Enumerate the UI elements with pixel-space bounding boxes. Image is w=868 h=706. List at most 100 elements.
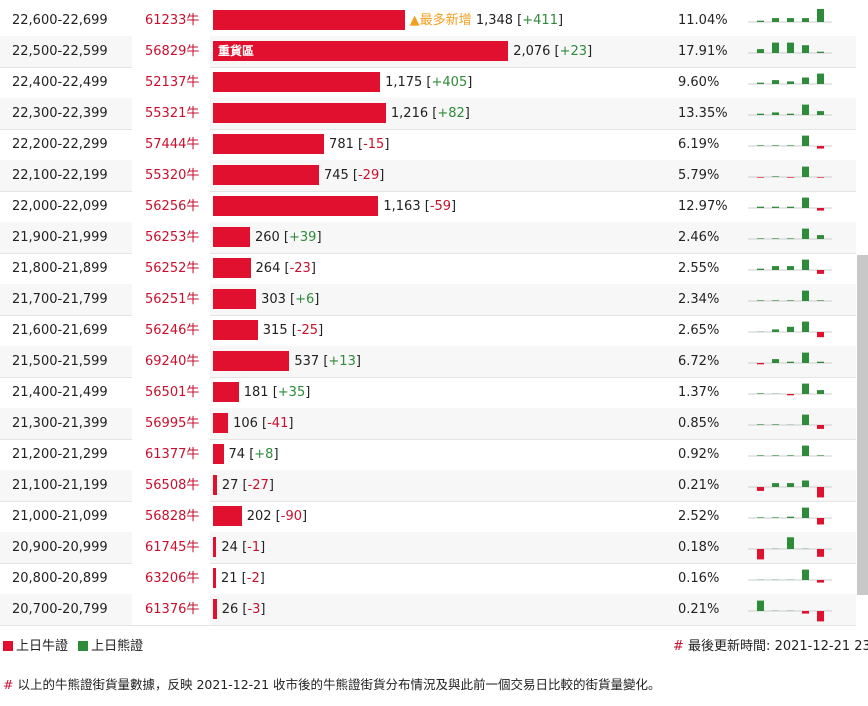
- change: +8: [254, 447, 274, 462]
- bar: [213, 320, 258, 340]
- spark-bar: [757, 600, 764, 611]
- bar: [213, 72, 381, 92]
- change: +35: [277, 385, 306, 400]
- qty: 1,163: [383, 199, 421, 214]
- qty-label: ▲最多新增 1,348 [+411]: [409, 13, 564, 28]
- range: 20,900-20,999: [12, 540, 108, 555]
- range: 22,000-22,099: [12, 199, 108, 214]
- qty-label: 26 [-3]: [221, 602, 266, 617]
- table-row: 20,800-20,899 63206牛 21 [-2] 0.16%: [0, 563, 856, 595]
- range: 21,700-21,799: [12, 292, 108, 307]
- spark-bar: [817, 235, 824, 239]
- spark-bar: [802, 45, 809, 53]
- qty: 1,216: [390, 106, 429, 121]
- spark-bar: [802, 383, 809, 394]
- spark-bar: [802, 197, 809, 208]
- range: 22,100-22,199: [12, 168, 108, 183]
- spark-bar: [802, 259, 809, 270]
- table-row: 20,900-20,999 61745牛 24 [-1] 0.18%: [0, 532, 856, 564]
- range: 21,500-21,599: [12, 354, 108, 369]
- spark-bar: [802, 135, 809, 146]
- spark-bar: [817, 332, 824, 338]
- bar: [213, 537, 217, 557]
- tag: ▲最多新增: [409, 13, 472, 28]
- update-time: # 最後更新時間: 2021-12-21 23:13: [673, 635, 868, 654]
- qty: 202: [246, 509, 272, 524]
- code-bg: [132, 67, 210, 98]
- scrollbar[interactable]: [857, 255, 868, 595]
- qty: 303: [261, 292, 286, 307]
- qty: 745: [323, 168, 349, 183]
- spark-bar: [817, 580, 824, 583]
- sparkline: [748, 9, 832, 23]
- spark-bar: [757, 206, 764, 208]
- range: 21,200-21,299: [12, 447, 108, 462]
- spark-bar: [802, 414, 809, 425]
- change: -15: [363, 137, 385, 152]
- spark-bar: [817, 111, 824, 115]
- legend-swatch: [3, 641, 13, 651]
- qty-label: 21 [-2]: [220, 571, 265, 586]
- code: 61377牛: [145, 447, 200, 462]
- range: 22,400-22,499: [12, 75, 108, 90]
- spark-bar: [772, 359, 779, 363]
- spark-bar: [787, 537, 794, 549]
- change: -27: [247, 478, 269, 493]
- change: -3: [247, 602, 261, 617]
- code-bg: [132, 129, 210, 160]
- table-row: 21,300-21,399 56995牛 106 [-41] 0.85%: [0, 408, 856, 440]
- bar: [213, 413, 229, 433]
- change: +405: [431, 75, 468, 90]
- spark-bar: [802, 18, 809, 22]
- qty: 181: [243, 385, 269, 400]
- legend-label: 上日熊證: [91, 639, 144, 654]
- sparkline: [748, 197, 832, 211]
- percent: 2.65%: [678, 323, 720, 338]
- spark-bar: [817, 611, 824, 622]
- spark-bar: [787, 113, 794, 115]
- qty: 1,175: [385, 75, 423, 90]
- percent: 2.52%: [678, 509, 720, 524]
- code-bg: [132, 222, 210, 253]
- spark-bar: [817, 425, 824, 429]
- change: +13: [328, 354, 356, 369]
- sparkline: [748, 104, 832, 116]
- qty-label: 303 [+6]: [261, 292, 320, 307]
- qty: 106: [233, 416, 258, 431]
- change: +23: [559, 44, 588, 59]
- percent: 2.55%: [678, 261, 720, 276]
- spark-bar: [772, 455, 779, 456]
- code: 55320牛: [145, 168, 200, 183]
- sparkline: [748, 259, 832, 274]
- spark-bar: [817, 73, 824, 84]
- badge: 重貨區: [218, 44, 255, 58]
- code-bg: [132, 36, 210, 67]
- sparkline: [748, 480, 832, 498]
- percent: 2.46%: [678, 230, 720, 245]
- sparkline: [748, 352, 832, 365]
- spark-bar: [772, 266, 779, 270]
- update-value: 2021-12-21 23:13: [774, 639, 868, 654]
- code-bg: [132, 284, 210, 315]
- spark-bar: [772, 329, 779, 332]
- tag-text: 最多新增: [419, 13, 472, 28]
- spark-bar: [772, 18, 779, 22]
- code: 57444牛: [145, 137, 200, 152]
- legend-swatch: [78, 641, 89, 651]
- range: 21,000-21,099: [12, 509, 108, 524]
- note: # 以上的牛熊證街貨量數據，反映 2021-12-21 收市後的牛熊證街貨分布情…: [3, 677, 661, 692]
- code-bg: [132, 160, 210, 191]
- range: 20,700-20,799: [12, 602, 108, 617]
- range: 22,300-22,399: [12, 106, 108, 121]
- code: 56501牛: [145, 385, 200, 400]
- bar: [213, 599, 217, 619]
- table-row: 21,900-21,999 56253牛 260 [+39] 2.46%: [0, 222, 856, 254]
- percent: 11.04%: [678, 13, 728, 28]
- table-row: 21,600-21,699 56246牛 315 [-25] 2.65%: [0, 315, 856, 347]
- spark-bar: [757, 549, 764, 560]
- spark-bar: [817, 361, 824, 363]
- spark-bar: [802, 77, 809, 84]
- note-text: 以上的牛熊證街貨量數據，反映 2021-12-21 收市後的牛熊證街貨分布情況及…: [17, 677, 661, 692]
- spark-bar: [757, 82, 764, 84]
- spark-bar: [787, 206, 794, 208]
